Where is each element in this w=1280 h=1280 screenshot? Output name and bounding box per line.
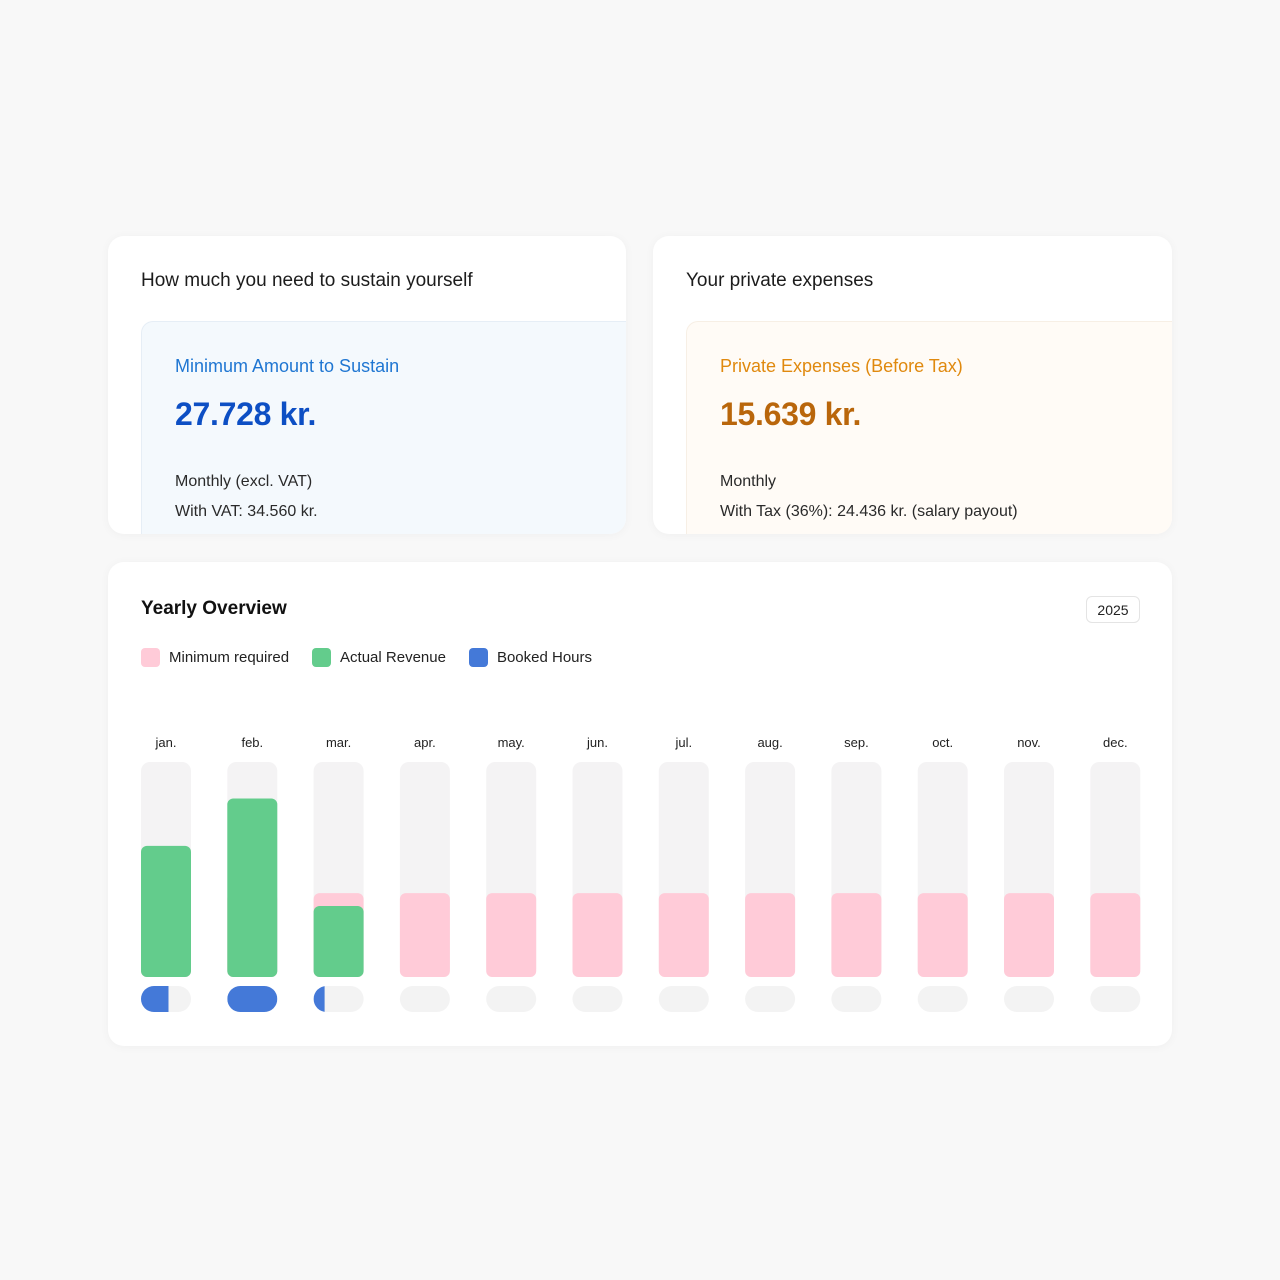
month-label: jun.	[586, 735, 608, 750]
booked-hours-track	[831, 986, 882, 1012]
month-label: may.	[498, 735, 525, 750]
sustain-panel: Minimum Amount to Sustain 27.728 kr. Mon…	[141, 321, 626, 534]
minimum-required-bar	[831, 893, 882, 977]
booked-hours-track	[572, 986, 623, 1012]
booked-hours-track	[917, 986, 968, 1012]
yearly-overview-title: Yearly Overview	[141, 598, 287, 619]
month-label: mar.	[326, 735, 351, 750]
legend-swatch-minimum	[141, 648, 160, 667]
minimum-required-bar	[572, 893, 623, 977]
month-label: dec.	[1103, 735, 1128, 750]
minimum-required-bar	[1090, 893, 1141, 977]
month-label: sep.	[844, 735, 869, 750]
booked-hours-track	[1090, 986, 1141, 1012]
booked-hours-bar	[313, 986, 325, 1012]
minimum-required-bar	[658, 893, 709, 977]
legend-item-revenue: Actual Revenue	[312, 648, 446, 667]
legend-item-hours: Booked Hours	[468, 648, 593, 667]
sustain-value: 27.728 kr.	[175, 396, 317, 432]
sustain-label: Minimum Amount to Sustain	[175, 356, 400, 376]
booked-hours-bar	[141, 986, 169, 1012]
private-tax-note: With Tax (36%): 24.436 kr. (salary payou…	[720, 503, 1018, 520]
booked-hours-track	[313, 986, 364, 1012]
sustain-card: How much you need to sustain yourself Mi…	[108, 236, 626, 534]
booked-hours-bar	[227, 986, 278, 1012]
yearly-bar-chart: jan. feb. mar. apr. may. jun. jul. aug. sep. oct.…	[141, 735, 1141, 1012]
actual-revenue-bar	[313, 906, 364, 977]
private-value: 15.639 kr.	[720, 396, 862, 432]
month-label: feb.	[241, 735, 263, 750]
private-label: Private Expenses (Before Tax)	[720, 356, 963, 376]
legend-label-revenue: Actual Revenue	[340, 649, 446, 666]
sustain-vat-note: With VAT: 34.560 kr.	[175, 503, 318, 520]
legend-item-minimum: Minimum required	[141, 648, 289, 667]
chart-legend: Minimum required Actual Revenue Booked H…	[141, 648, 592, 667]
year-selector[interactable]: 2025	[1086, 596, 1140, 623]
minimum-required-bar	[486, 893, 537, 977]
minimum-required-bar	[917, 893, 968, 977]
legend-label-minimum: Minimum required	[169, 649, 290, 666]
actual-revenue-bar	[141, 845, 191, 977]
legend-swatch-revenue	[312, 648, 332, 667]
month-label: jan.	[155, 735, 177, 750]
booked-hours-track	[486, 986, 537, 1012]
booked-hours-track	[658, 986, 709, 1012]
legend-label-hours: Booked Hours	[496, 649, 593, 666]
booked-hours-track	[399, 986, 450, 1012]
private-expenses-card: Your private expenses Private Expenses (…	[653, 236, 1172, 534]
private-card-title: Your private expenses	[686, 270, 874, 291]
legend-swatch-hours	[468, 648, 488, 667]
private-monthly-note: Monthly	[720, 473, 777, 490]
private-panel: Private Expenses (Before Tax) 15.639 kr.…	[686, 321, 1172, 534]
minimum-required-bar	[1004, 893, 1054, 977]
booked-hours-track	[745, 986, 796, 1012]
minimum-required-bar	[745, 893, 796, 977]
yearly-overview-card: Yearly Overview 2025 Minimum required Ac…	[108, 562, 1172, 1046]
actual-revenue-bar	[227, 798, 278, 977]
month-label: nov.	[1017, 735, 1041, 750]
sustain-monthly-note: Monthly (excl. VAT)	[175, 473, 313, 490]
month-label: oct.	[932, 735, 953, 750]
month-label: apr.	[414, 735, 436, 750]
month-label: aug.	[757, 735, 782, 750]
sustain-card-title: How much you need to sustain yourself	[141, 270, 473, 291]
booked-hours-track	[1004, 986, 1054, 1012]
minimum-required-bar	[399, 893, 450, 977]
month-label: jul.	[674, 735, 692, 750]
